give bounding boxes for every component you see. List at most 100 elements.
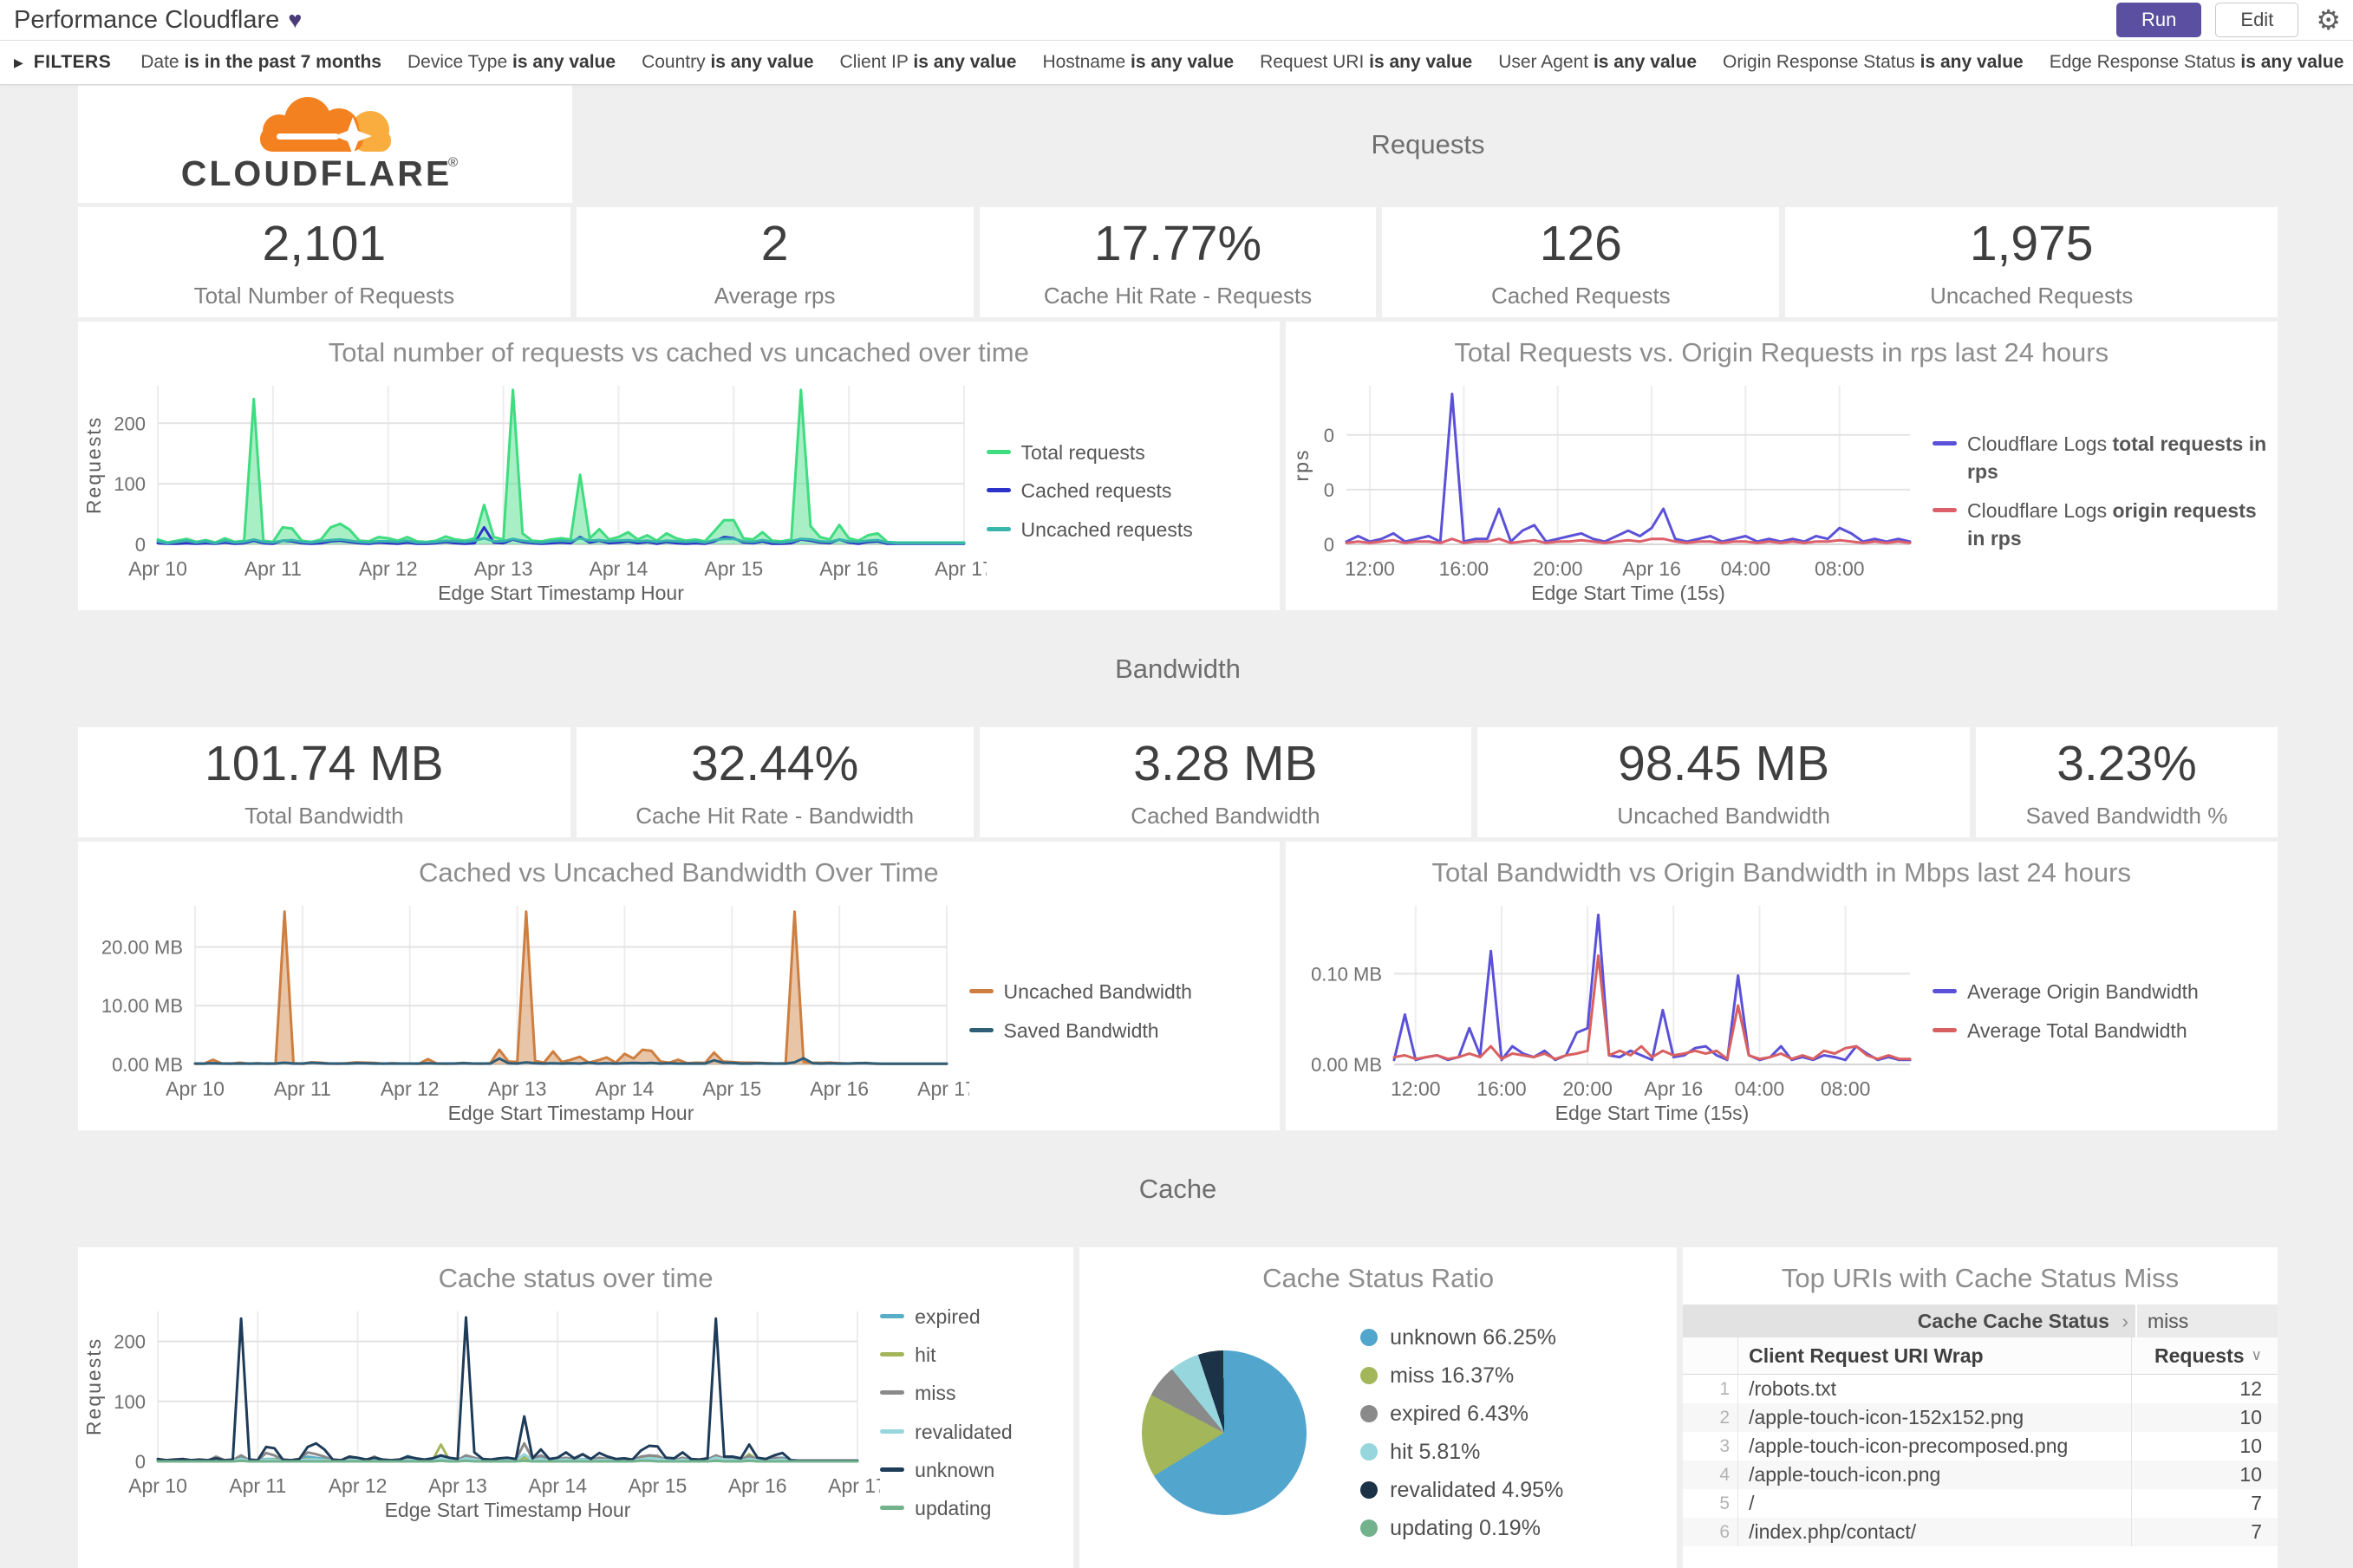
- svg-text:100: 100: [114, 1391, 146, 1413]
- legend-item-expired[interactable]: expired: [880, 1303, 1066, 1331]
- svg-text:Edge Start Time (15s): Edge Start Time (15s): [1555, 1102, 1749, 1124]
- legend-item-uncached-bandwidth[interactable]: Uncached Bandwidth: [968, 978, 1273, 1005]
- panel-requests-over-time: Total number of requests vs cached vs un…: [78, 322, 1280, 610]
- filter-value: is any value: [913, 52, 1017, 72]
- filter-origin-response-status[interactable]: Origin Response Status is any value: [1723, 52, 2024, 72]
- pie-legend-label: miss 16.37%: [1390, 1363, 1515, 1388]
- filter-name: Origin Response Status: [1723, 52, 1920, 72]
- pie-legend-item-hit[interactable]: hit 5.81%: [1360, 1440, 1563, 1465]
- legend-item-miss[interactable]: miss: [880, 1379, 1066, 1407]
- uri-cell[interactable]: /apple-touch-icon-152x152.png: [1749, 1406, 2024, 1428]
- svg-text:Requests: Requests: [82, 1337, 105, 1435]
- filters-toggle[interactable]: ▶ FILTERS: [14, 52, 111, 73]
- legend-label: revalidated: [915, 1420, 1013, 1443]
- pie-legend-item-revalidated[interactable]: revalidated 4.95%: [1360, 1478, 1563, 1503]
- uri-cell[interactable]: /apple-touch-icon-precomposed.png: [1749, 1435, 2069, 1457]
- filter-device-type[interactable]: Device Type is any value: [407, 52, 616, 72]
- filter-value: is any value: [1369, 52, 1473, 72]
- cloudflare-logo: CLOUDFLARE ®: [181, 96, 458, 193]
- filter-hostname[interactable]: Hostname is any value: [1042, 52, 1234, 72]
- legend-label: Total requests: [1020, 441, 1145, 465]
- filter-edge-response-status[interactable]: Edge Response Status is any value: [2050, 52, 2344, 72]
- uri-column-header[interactable]: Client Request URI Wrap: [1749, 1344, 1984, 1367]
- legend-swatch: [1933, 441, 1957, 446]
- pie-legend-label: expired 6.43%: [1390, 1401, 1528, 1426]
- svg-text:Edge Start Time (15s): Edge Start Time (15s): [1531, 582, 1725, 604]
- filter-date[interactable]: Date is in the past 7 months: [140, 52, 381, 72]
- legend-item-cloudflare-logs-origin-requests-in-rps[interactable]: Cloudflare Logs origin requests in rps: [1933, 497, 2271, 552]
- svg-text:0: 0: [1323, 479, 1333, 501]
- svg-text:Apr 11: Apr 11: [229, 1474, 286, 1497]
- chart-canvas: 0 100 200 Apr 10 Apr 11 Apr 12 Apr 13 Apr 14 Apr…: [82, 386, 994, 604]
- legend-item-unknown[interactable]: unknown: [880, 1456, 1066, 1484]
- kpi-value: 2: [760, 216, 789, 271]
- pivot-header[interactable]: Cache Cache Status ›: [1917, 1309, 2128, 1332]
- pie-swatch: [1360, 1519, 1379, 1537]
- pie-legend-item-updating[interactable]: updating 0.19%: [1360, 1516, 1563, 1541]
- expand-filters-icon: ▶: [14, 55, 23, 69]
- row-number-header: [1683, 1337, 1739, 1374]
- gear-icon[interactable]: ⚙: [2316, 4, 2341, 36]
- uri-cell[interactable]: /apple-touch-icon.png: [1749, 1463, 1941, 1486]
- svg-text:Apr 16: Apr 16: [1644, 1077, 1703, 1100]
- legend-item-uncached-requests[interactable]: Uncached requests: [986, 516, 1273, 543]
- filter-items: Date is in the past 7 months Device Type …: [140, 52, 2353, 73]
- kpi-tile-requests: 126 Cached Requests: [1382, 207, 1780, 317]
- bandwidth-over-time-plot: 0.00 MB 10.00 MB 20.00 MB Apr 10 Apr 11 Apr 1…: [78, 892, 976, 1130]
- legend-label: updating: [915, 1496, 992, 1519]
- legend-item-cloudflare-logs-total-requests-in-rps[interactable]: Cloudflare Logs total requests in rps: [1933, 430, 2271, 485]
- chart-legend: Uncached Bandwidth Saved Bandwidth: [968, 892, 1280, 1130]
- legend-swatch: [880, 1390, 905, 1396]
- legend-item-cached-requests[interactable]: Cached requests: [986, 477, 1273, 504]
- kpi-tile-requests: 2 Average rps: [576, 207, 974, 317]
- legend-swatch: [986, 488, 1011, 493]
- uri-cell[interactable]: /index.php/contact/: [1749, 1520, 1917, 1543]
- legend-item-revalidated[interactable]: revalidated: [880, 1418, 1066, 1446]
- pie-legend-item-expired[interactable]: expired 6.43%: [1360, 1402, 1563, 1427]
- pivot-value: miss: [2135, 1304, 2278, 1337]
- chart-title: Top URIs with Cache Status Miss: [1781, 1263, 2180, 1293]
- edit-button[interactable]: Edit: [2215, 3, 2299, 37]
- sort-desc-icon: ∨: [2251, 1347, 2262, 1363]
- legend-label: Average Total Bandwidth: [1967, 1018, 2187, 1042]
- requests-cell: 10: [2131, 1403, 2278, 1432]
- filter-name: Device Type: [407, 52, 512, 72]
- svg-text:04:00: 04:00: [1734, 1077, 1784, 1100]
- chart-legend: expired hit miss revalidated unknown updating: [880, 1298, 1073, 1527]
- chart-canvas: 0.00 MB 0.10 MB 12:00 16:00 20:00 Apr 16 04:00…: [1311, 906, 1912, 1124]
- legend-item-average-origin-bandwidth[interactable]: Average Origin Bandwidth: [1933, 978, 2271, 1005]
- filter-name: Client IP: [839, 52, 914, 72]
- kpi-label: Cache Hit Rate - Requests: [1043, 283, 1313, 309]
- pie-swatch: [1360, 1367, 1379, 1384]
- filter-country[interactable]: Country is any value: [642, 52, 813, 72]
- legend-item-average-total-bandwidth[interactable]: Average Total Bandwidth: [1933, 1017, 2271, 1044]
- svg-text:Apr 12: Apr 12: [329, 1474, 388, 1497]
- kpi-label: Cached Bandwidth: [1131, 803, 1320, 829]
- legend-item-updating[interactable]: updating: [880, 1494, 1066, 1522]
- top-bar: Performance Cloudflare ♥ Run Edit ⚙: [0, 0, 2353, 41]
- requests-column-header[interactable]: Requests ∨: [2131, 1337, 2278, 1374]
- pie-legend-item-miss[interactable]: miss 16.37%: [1360, 1363, 1563, 1389]
- kpi-tile-bandwidth: 32.44% Cache Hit Rate - Bandwidth: [576, 727, 974, 837]
- svg-text:0.00 MB: 0.00 MB: [1311, 1054, 1382, 1076]
- chart-canvas: 0 0 0 12:00 16:00 20:00 Apr 16 04:00 08:00 Edge S…: [1290, 386, 1912, 604]
- uri-cell[interactable]: /robots.txt: [1749, 1377, 1837, 1400]
- legend-item-saved-bandwidth[interactable]: Saved Bandwidth: [968, 1017, 1273, 1044]
- legend-item-hit[interactable]: hit: [880, 1341, 1066, 1369]
- legend-item-total-requests[interactable]: Total requests: [986, 439, 1273, 466]
- svg-text:0.00 MB: 0.00 MB: [112, 1054, 183, 1076]
- legend-swatch: [1933, 507, 1957, 512]
- legend-swatch: [1933, 989, 1957, 994]
- run-button[interactable]: Run: [2116, 3, 2202, 37]
- uri-cell[interactable]: /: [1749, 1492, 1755, 1514]
- filter-request-uri[interactable]: Request URI is any value: [1260, 52, 1472, 72]
- filter-name: Date: [140, 52, 185, 72]
- kpi-value: 126: [1539, 216, 1622, 271]
- svg-text:0: 0: [135, 1451, 146, 1473]
- filter-user-agent[interactable]: User Agent is any value: [1498, 52, 1697, 72]
- filter-client-ip[interactable]: Client IP is any value: [840, 52, 1017, 72]
- requests-over-time-plot: 0 100 200 Apr 10 Apr 11 Apr 12 Apr 13 Apr 14 Apr…: [78, 372, 994, 610]
- pie-legend-item-unknown[interactable]: unknown 66.25%: [1360, 1325, 1563, 1350]
- filters-label: FILTERS: [33, 52, 112, 72]
- legend-swatch: [880, 1313, 905, 1318]
